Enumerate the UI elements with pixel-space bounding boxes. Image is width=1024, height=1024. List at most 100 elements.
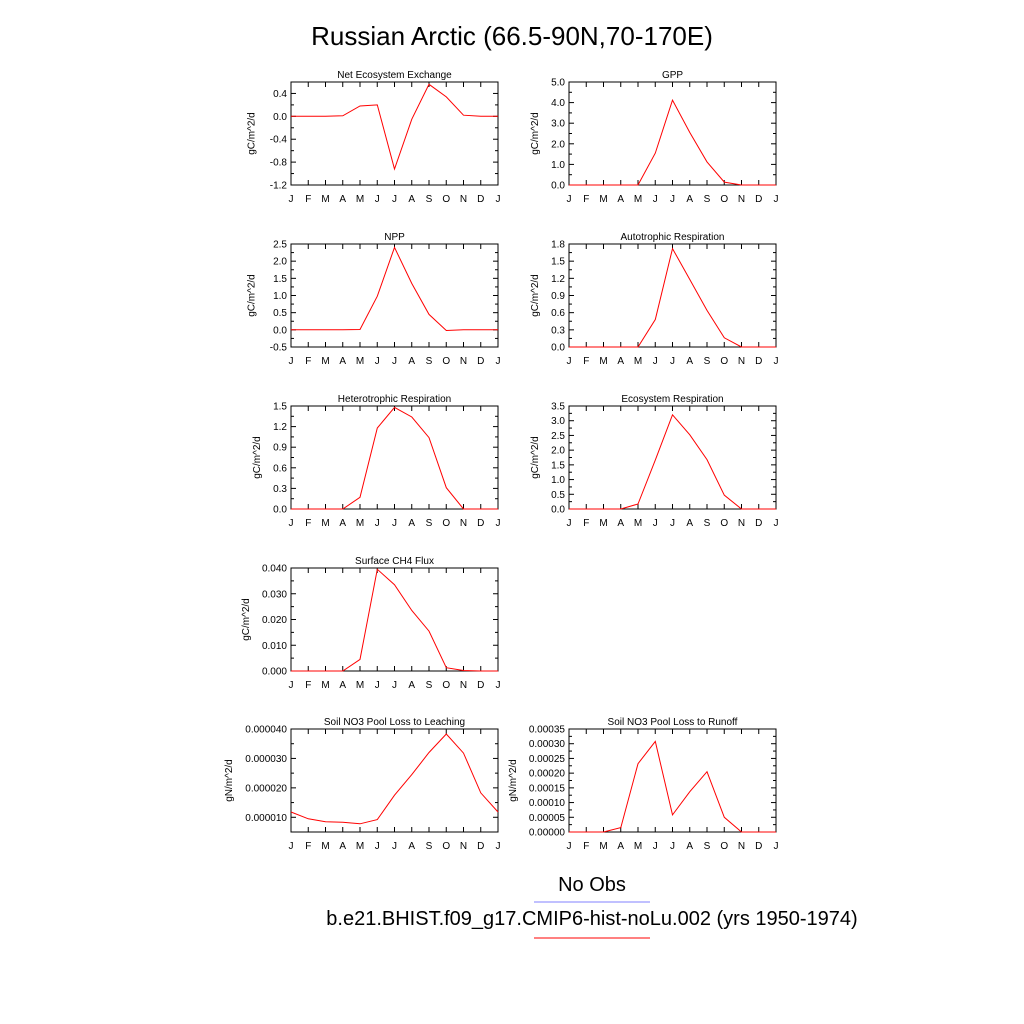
x-tick-label: S xyxy=(704,194,711,205)
y-axis-label: gC/m^2/d xyxy=(530,274,541,317)
y-tick-label: -0.4 xyxy=(270,135,288,146)
x-tick-label: M xyxy=(321,680,329,691)
y-tick-label: 0.6 xyxy=(551,308,565,319)
series-line xyxy=(291,568,498,672)
x-tick-label: A xyxy=(408,680,415,691)
x-tick-label: O xyxy=(720,841,728,852)
x-tick-label: O xyxy=(442,194,450,205)
x-tick-label: S xyxy=(426,680,433,691)
series-line xyxy=(569,247,776,348)
y-tick-label: 0.00020 xyxy=(529,769,566,780)
x-tick-label: J xyxy=(774,194,779,205)
x-tick-label: M xyxy=(599,518,607,529)
series-line xyxy=(290,733,499,825)
x-tick-label: D xyxy=(755,194,762,205)
x-tick-label: J xyxy=(375,356,380,367)
x-tick-label: J xyxy=(375,194,380,205)
x-tick-label: A xyxy=(339,356,346,367)
x-tick-label: J xyxy=(496,356,501,367)
x-tick-label: J xyxy=(289,518,294,529)
x-tick-label: A xyxy=(617,194,624,205)
x-tick-label: J xyxy=(653,194,658,205)
series-line xyxy=(291,406,498,510)
y-tick-label: 0.040 xyxy=(262,564,287,575)
x-tick-label: F xyxy=(583,356,589,367)
x-tick-label: F xyxy=(305,680,311,691)
x-tick-label: J xyxy=(567,194,572,205)
x-tick-label: A xyxy=(408,841,415,852)
x-tick-label: J xyxy=(774,356,779,367)
y-tick-label: 2.0 xyxy=(273,257,287,268)
x-tick-label: N xyxy=(460,518,467,529)
x-tick-label: N xyxy=(460,356,467,367)
x-tick-label: D xyxy=(477,356,484,367)
x-tick-label: J xyxy=(774,518,779,529)
x-tick-label: A xyxy=(686,356,693,367)
x-tick-label: O xyxy=(442,356,450,367)
x-tick-label: A xyxy=(408,518,415,529)
y-tick-label: 3.0 xyxy=(551,416,565,427)
x-tick-label: F xyxy=(583,194,589,205)
y-axis-label: gC/m^2/d xyxy=(247,112,258,155)
y-tick-label: 0.0 xyxy=(273,325,287,336)
x-tick-label: M xyxy=(634,518,642,529)
x-tick-label: F xyxy=(305,356,311,367)
x-tick-label: O xyxy=(442,680,450,691)
plot-frame xyxy=(568,728,777,833)
x-tick-label: O xyxy=(720,518,728,529)
y-axis-label: gC/m^2/d xyxy=(252,436,263,479)
x-tick-label: J xyxy=(375,841,380,852)
y-tick-label: 0.0 xyxy=(551,505,565,516)
x-tick-label: M xyxy=(634,194,642,205)
x-tick-label: F xyxy=(305,518,311,529)
x-tick-label: J xyxy=(496,841,501,852)
y-tick-label: 1.5 xyxy=(551,257,565,268)
panel-title: Net Ecosystem Exchange xyxy=(337,70,452,81)
x-tick-label: M xyxy=(356,841,364,852)
x-tick-label: A xyxy=(339,680,346,691)
x-tick-label: A xyxy=(408,356,415,367)
series-line xyxy=(291,246,498,332)
y-tick-label: 0.6 xyxy=(273,463,287,474)
legend: No Obs b.e21.BHIST.f09_g17.CMIP6-hist-no… xyxy=(326,874,858,939)
x-tick-label: A xyxy=(617,518,624,529)
x-tick-label: O xyxy=(720,356,728,367)
y-tick-label: 0.00025 xyxy=(529,754,566,765)
y-tick-label: 0.5 xyxy=(551,490,565,501)
series-line xyxy=(569,740,776,833)
x-tick-label: F xyxy=(305,841,311,852)
x-tick-label: M xyxy=(599,194,607,205)
x-tick-label: S xyxy=(426,841,433,852)
y-axis-label: gC/m^2/d xyxy=(247,274,258,317)
x-tick-label: N xyxy=(738,356,745,367)
x-tick-label: J xyxy=(392,194,397,205)
x-tick-label: J xyxy=(289,680,294,691)
x-tick-label: S xyxy=(426,356,433,367)
y-tick-label: 1.0 xyxy=(273,291,287,302)
x-tick-label: N xyxy=(738,841,745,852)
y-tick-label: 1.0 xyxy=(551,160,565,171)
y-tick-label: 0.00010 xyxy=(529,798,566,809)
y-tick-label: 0.0 xyxy=(273,505,287,516)
x-tick-label: J xyxy=(496,194,501,205)
plot-frame xyxy=(568,81,777,186)
x-tick-label: J xyxy=(289,841,294,852)
x-tick-label: N xyxy=(460,194,467,205)
x-tick-label: J xyxy=(289,194,294,205)
y-tick-label: 0.9 xyxy=(551,291,565,302)
x-tick-label: J xyxy=(375,518,380,529)
y-tick-label: 0.0 xyxy=(273,112,287,123)
x-tick-label: J xyxy=(289,356,294,367)
x-tick-label: J xyxy=(670,518,675,529)
y-tick-label: 0.020 xyxy=(262,615,287,626)
x-tick-label: M xyxy=(321,356,329,367)
y-tick-label: 1.2 xyxy=(273,422,287,433)
y-tick-label: 0.000010 xyxy=(245,813,287,824)
y-tick-label: 2.5 xyxy=(273,240,287,251)
x-tick-label: O xyxy=(442,841,450,852)
y-tick-label: 1.0 xyxy=(551,475,565,486)
panel-title: Autotrophic Respiration xyxy=(621,232,725,243)
y-tick-label: 1.5 xyxy=(273,402,287,413)
